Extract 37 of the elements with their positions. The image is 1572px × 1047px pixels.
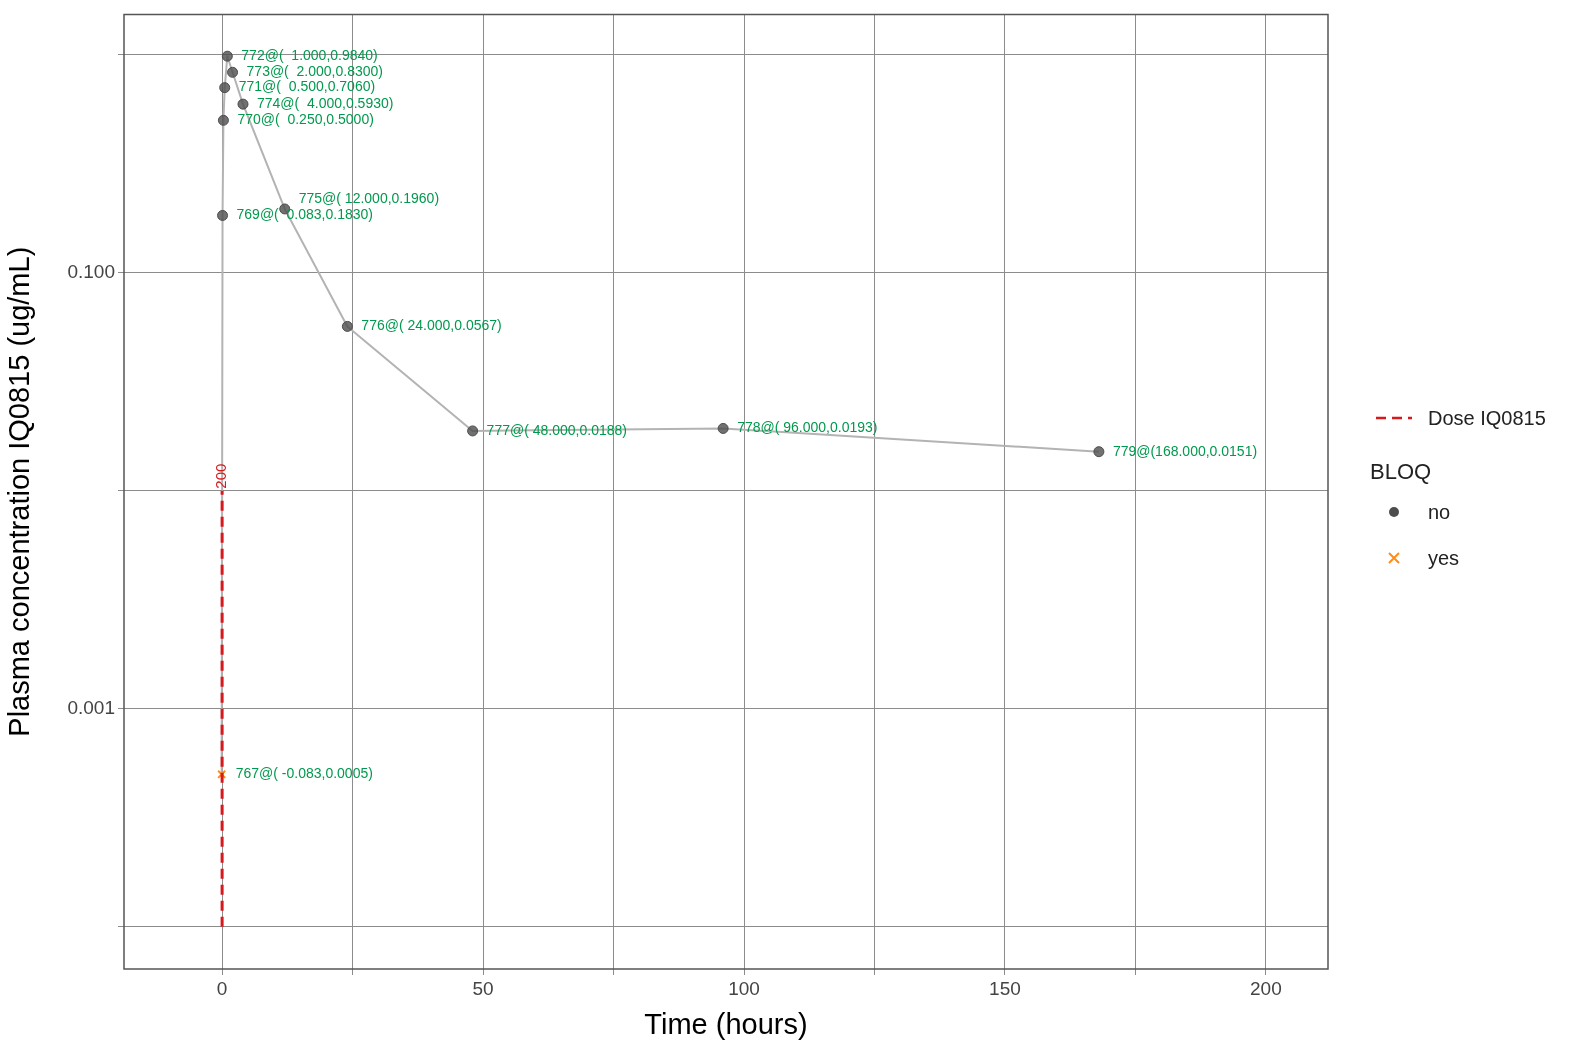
annotation: 773@( 2.000,0.8300) [246, 63, 383, 80]
x-tick-label: 150 [989, 977, 1021, 999]
annotation: 200 [212, 463, 230, 489]
point [1093, 446, 1105, 458]
annotation: 776@( 24.000,0.0567) [361, 317, 502, 334]
annotation: 774@( 4.000,0.5930) [256, 95, 394, 111]
x-tick-label: 0 [216, 977, 228, 999]
x-tick-label: 100 [728, 977, 760, 999]
annotation: 778@( 96.000,0.0193) [737, 419, 878, 436]
point [467, 425, 479, 437]
annotation: 779@(168.000,0.0151) [1112, 442, 1258, 459]
legend-title: BLOQ [1370, 459, 1433, 485]
annotation: 772@( 1.000,0.9840) [241, 47, 378, 64]
point [227, 66, 239, 78]
annotation: 769@( 0.083,0.1830) [236, 206, 373, 223]
legend-label: Dose IQ0815 [1428, 406, 1546, 430]
y-tick-label: 0.001 [67, 696, 115, 718]
annotation: 777@( 48.000,0.0188) [486, 421, 627, 438]
point [341, 320, 353, 332]
x-axis-title: Time (hours) [644, 1007, 808, 1040]
point [217, 209, 229, 221]
point [717, 422, 729, 434]
annotation: 771@( 0.500,0.7060) [238, 78, 376, 95]
x-tick-label: 50 [472, 977, 494, 999]
legend-label: no [1428, 500, 1451, 524]
annotation: 767@( -0.083,0.0005) [235, 765, 373, 782]
x-tick-label: 200 [1250, 977, 1282, 999]
annotation: 775@( 12.000,0.1960) [298, 189, 440, 206]
y-axis-title: Plasma concentration IQ0815 (ug/mL) [3, 246, 36, 737]
annotation: 770@( 0.250,0.5000) [237, 111, 374, 128]
point [219, 82, 231, 94]
point [217, 769, 227, 779]
point [237, 98, 249, 110]
legend-label: yes [1428, 546, 1460, 570]
point [217, 114, 229, 126]
y-tick-label: 0.100 [67, 260, 115, 282]
point [221, 50, 233, 62]
